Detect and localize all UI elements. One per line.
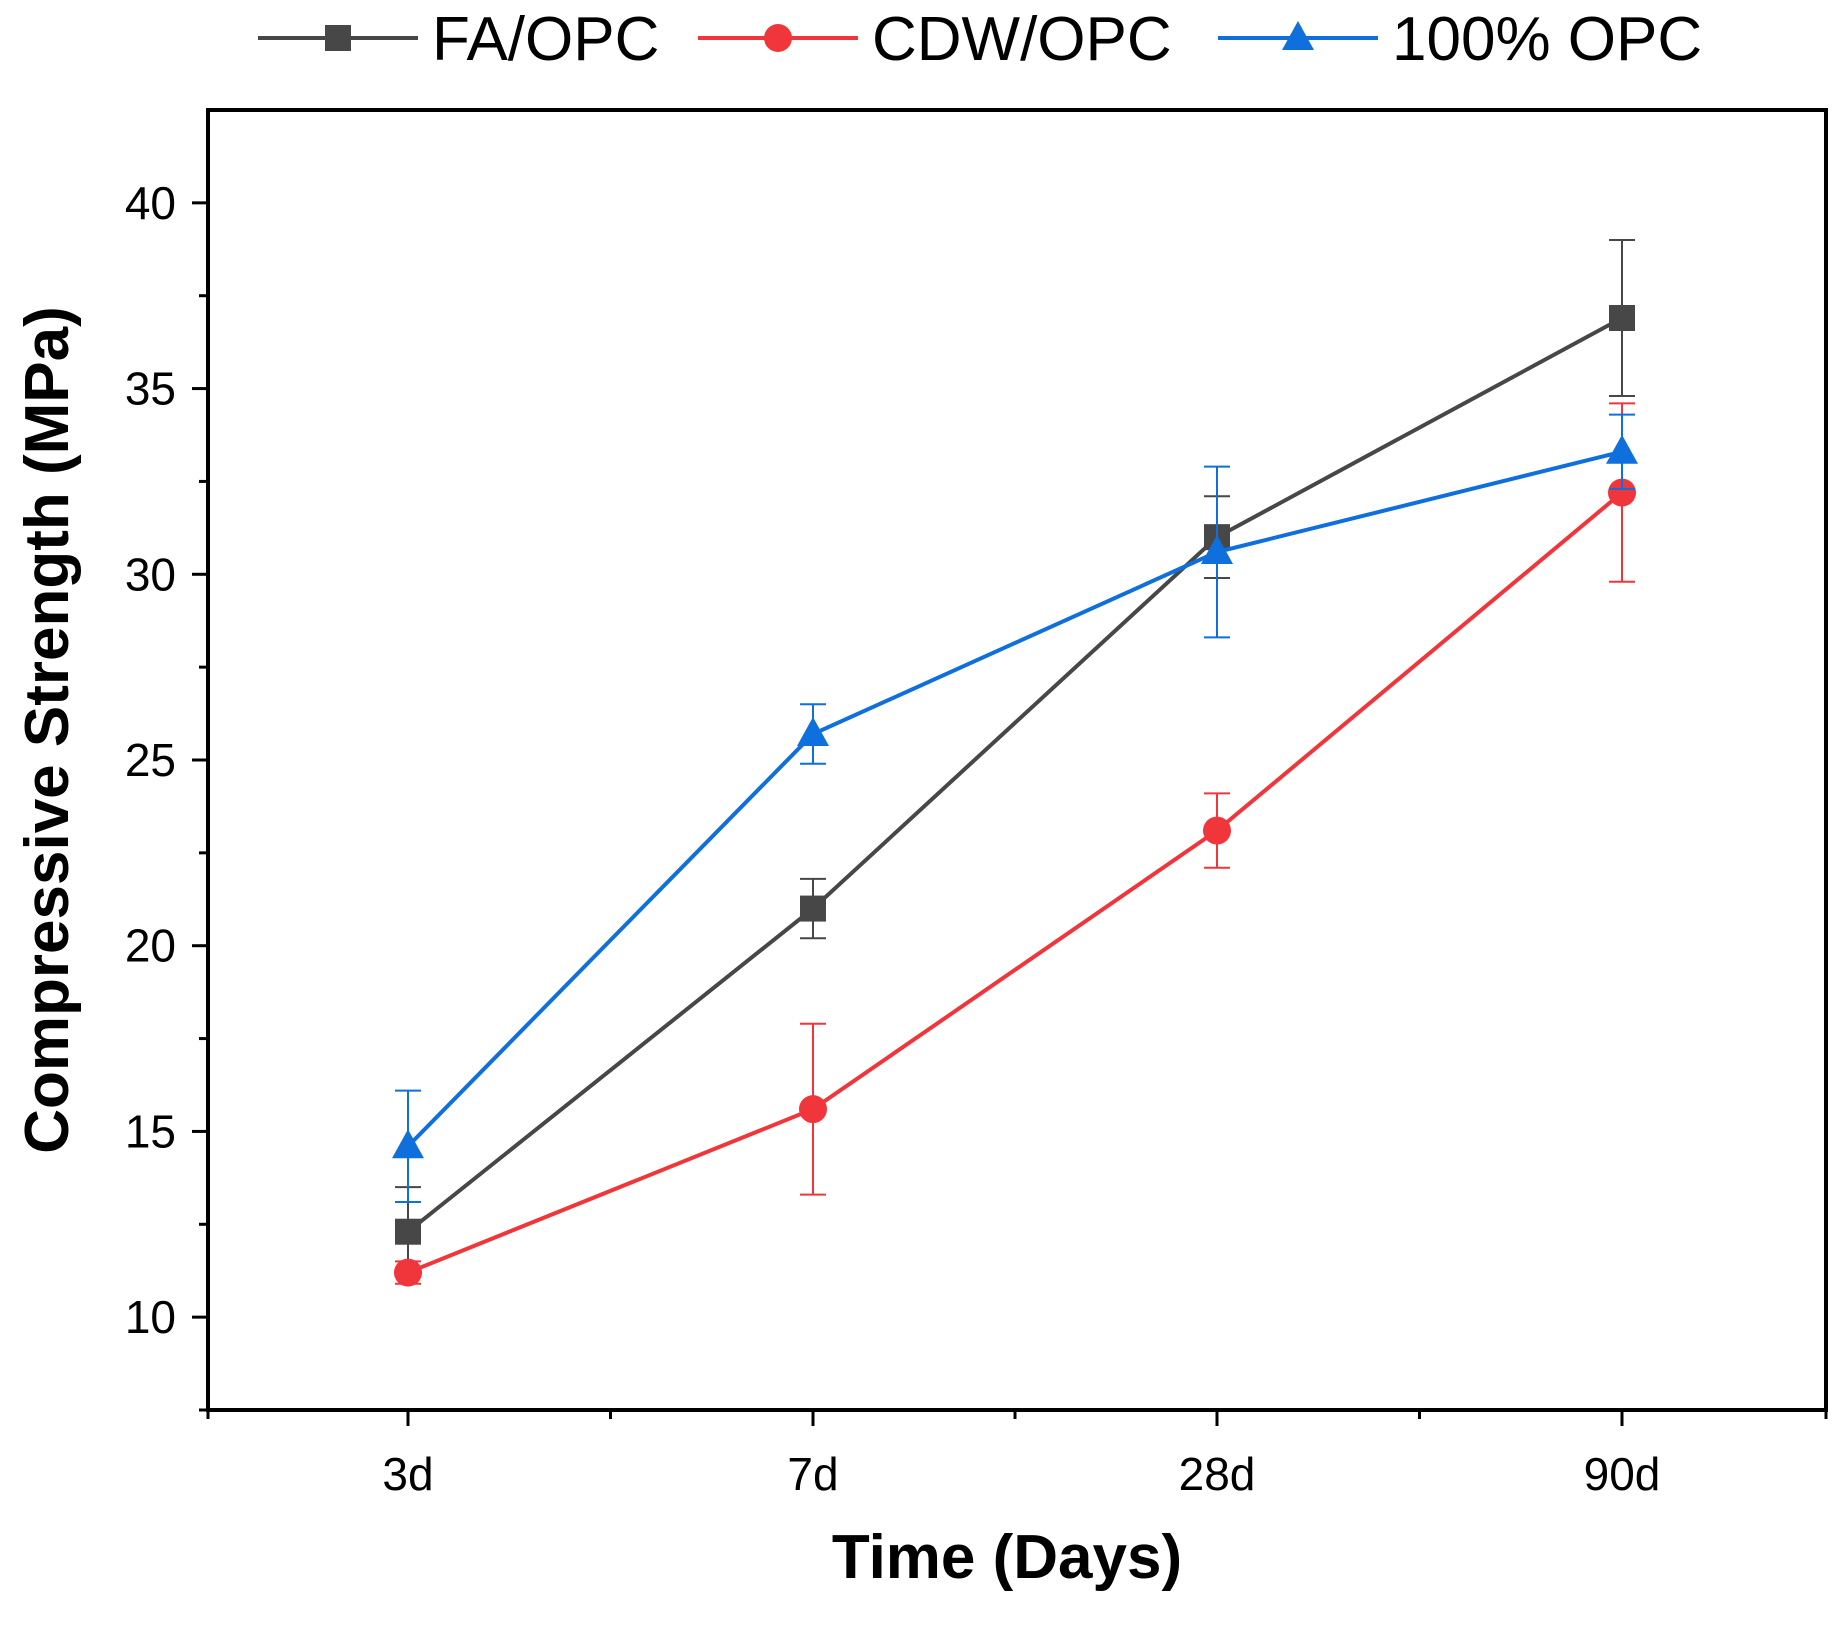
legend-item: CDW/OPC xyxy=(698,5,1172,74)
y-tick-label: 30 xyxy=(125,548,176,600)
legend-marker xyxy=(1282,21,1314,50)
data-point xyxy=(395,1218,421,1245)
plot-frame xyxy=(206,108,1828,1412)
legend-label: CDW/OPC xyxy=(872,5,1172,74)
data-point xyxy=(797,717,829,746)
legend-item: 100% OPC xyxy=(1218,5,1702,74)
y-tick-label: 40 xyxy=(125,177,176,229)
x-axis-title: Time (Days) xyxy=(832,1523,1182,1592)
data-point xyxy=(394,1258,422,1287)
y-tick-label: 20 xyxy=(125,920,176,972)
series-layer xyxy=(392,239,1638,1287)
series-line xyxy=(407,491,1624,1275)
data-point xyxy=(1608,478,1636,507)
data-point xyxy=(1609,305,1635,331)
data-point xyxy=(799,1095,827,1124)
series-cdw-opc xyxy=(394,402,1636,1287)
series-line xyxy=(406,449,1623,1148)
legend-label: FA/OPC xyxy=(432,5,659,74)
x-tick-label: 3d xyxy=(382,1448,433,1500)
data-point xyxy=(392,1129,424,1159)
data-point xyxy=(1606,434,1638,464)
x-tick-label: 7d xyxy=(787,1448,838,1500)
legend-item: FA/OPC xyxy=(258,5,659,74)
y-axis-title: Compressive Strength (MPa) xyxy=(13,306,82,1154)
data-point xyxy=(800,895,826,922)
x-tick-label: 90d xyxy=(1584,1448,1661,1500)
y-tick-label: 10 xyxy=(125,1291,176,1343)
y-tick-label: 25 xyxy=(125,734,176,786)
series-100-opc xyxy=(392,413,1638,1203)
y-tick-label: 15 xyxy=(125,1105,176,1157)
y-tick-label: 35 xyxy=(125,363,176,415)
y-axis: 10 15 20 25 30 35 40 xyxy=(125,177,208,1412)
legend-marker xyxy=(325,25,351,51)
legend-label: 100% OPC xyxy=(1392,5,1702,74)
x-axis: 3d 7d 28d 90d xyxy=(206,1410,1828,1500)
data-point xyxy=(1203,816,1231,845)
legend-marker xyxy=(764,24,792,52)
series-line xyxy=(406,316,1623,1234)
x-tick-label: 28d xyxy=(1179,1448,1256,1500)
series-fa-opc xyxy=(395,239,1635,1278)
legend: FA/OPC CDW/OPC 100% OPC xyxy=(258,5,1702,74)
data-point xyxy=(1201,535,1233,564)
